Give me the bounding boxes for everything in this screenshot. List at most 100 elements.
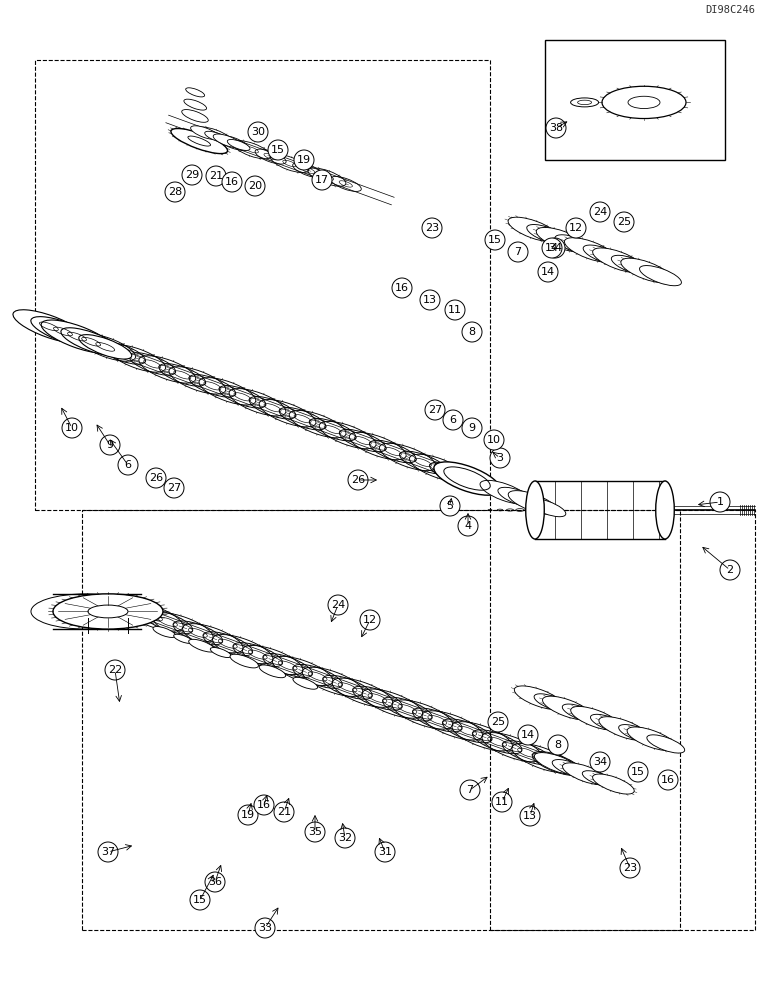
Text: 16: 16 bbox=[225, 177, 239, 187]
Circle shape bbox=[118, 455, 138, 475]
Circle shape bbox=[245, 176, 265, 196]
Text: 8: 8 bbox=[469, 327, 476, 337]
Ellipse shape bbox=[599, 717, 648, 740]
Circle shape bbox=[274, 802, 294, 822]
Circle shape bbox=[105, 660, 125, 680]
Ellipse shape bbox=[508, 491, 557, 514]
Text: 15: 15 bbox=[193, 895, 207, 905]
Circle shape bbox=[620, 858, 640, 878]
Circle shape bbox=[182, 165, 202, 185]
Circle shape bbox=[238, 805, 258, 825]
Text: 17: 17 bbox=[315, 175, 329, 185]
Ellipse shape bbox=[41, 320, 113, 353]
Ellipse shape bbox=[434, 462, 500, 495]
Text: 35: 35 bbox=[308, 827, 322, 837]
Circle shape bbox=[490, 448, 510, 468]
Circle shape bbox=[484, 430, 504, 450]
Circle shape bbox=[165, 182, 185, 202]
Text: 29: 29 bbox=[185, 170, 199, 180]
Text: 2: 2 bbox=[726, 565, 733, 575]
Ellipse shape bbox=[498, 487, 540, 507]
Ellipse shape bbox=[534, 694, 572, 712]
Circle shape bbox=[425, 400, 445, 420]
Text: 19: 19 bbox=[297, 155, 311, 165]
Text: 15: 15 bbox=[488, 235, 502, 245]
Circle shape bbox=[268, 140, 288, 160]
Ellipse shape bbox=[184, 99, 207, 110]
Ellipse shape bbox=[230, 654, 259, 668]
Text: 36: 36 bbox=[208, 877, 222, 887]
Text: 16: 16 bbox=[257, 800, 271, 810]
Ellipse shape bbox=[191, 126, 219, 139]
Text: 25: 25 bbox=[491, 717, 505, 727]
Text: 12: 12 bbox=[363, 615, 377, 625]
Circle shape bbox=[546, 118, 566, 138]
Circle shape bbox=[255, 918, 275, 938]
Ellipse shape bbox=[61, 328, 121, 356]
Ellipse shape bbox=[227, 139, 250, 150]
Circle shape bbox=[518, 725, 538, 745]
Circle shape bbox=[520, 806, 540, 826]
Text: 27: 27 bbox=[428, 405, 442, 415]
Text: 26: 26 bbox=[149, 473, 163, 483]
Text: 3: 3 bbox=[496, 453, 503, 463]
Text: 34: 34 bbox=[548, 243, 562, 253]
Ellipse shape bbox=[534, 753, 580, 774]
Circle shape bbox=[164, 478, 184, 498]
Ellipse shape bbox=[174, 634, 192, 643]
Text: 26: 26 bbox=[351, 475, 365, 485]
Ellipse shape bbox=[205, 131, 228, 142]
Ellipse shape bbox=[527, 225, 569, 245]
Ellipse shape bbox=[293, 677, 317, 689]
Ellipse shape bbox=[508, 217, 559, 242]
Text: 23: 23 bbox=[425, 223, 439, 233]
Ellipse shape bbox=[562, 704, 600, 722]
Text: 14: 14 bbox=[541, 267, 555, 277]
Ellipse shape bbox=[188, 639, 215, 652]
Text: 30: 30 bbox=[251, 127, 265, 137]
Text: DI98C246: DI98C246 bbox=[705, 5, 755, 15]
Ellipse shape bbox=[480, 480, 530, 504]
Text: 31: 31 bbox=[378, 847, 392, 857]
Text: 10: 10 bbox=[487, 435, 501, 445]
Ellipse shape bbox=[582, 771, 616, 787]
Text: 5: 5 bbox=[446, 501, 453, 511]
Ellipse shape bbox=[53, 594, 163, 629]
Text: 1: 1 bbox=[716, 497, 723, 507]
Text: 14: 14 bbox=[545, 243, 559, 253]
Ellipse shape bbox=[543, 696, 591, 720]
Ellipse shape bbox=[571, 706, 620, 730]
Ellipse shape bbox=[552, 760, 590, 778]
Ellipse shape bbox=[563, 763, 608, 785]
Ellipse shape bbox=[171, 129, 228, 154]
Text: 11: 11 bbox=[448, 305, 462, 315]
Text: 12: 12 bbox=[569, 223, 583, 233]
Text: 33: 33 bbox=[258, 923, 272, 933]
Circle shape bbox=[614, 212, 634, 232]
Text: 32: 32 bbox=[338, 833, 352, 843]
Ellipse shape bbox=[537, 227, 587, 252]
Circle shape bbox=[710, 492, 730, 512]
Ellipse shape bbox=[528, 498, 566, 517]
Bar bbox=[545, 40, 725, 160]
Text: 14: 14 bbox=[521, 730, 535, 740]
Text: 25: 25 bbox=[617, 217, 631, 227]
Ellipse shape bbox=[602, 86, 686, 119]
Circle shape bbox=[375, 842, 395, 862]
Text: 19: 19 bbox=[241, 810, 255, 820]
Circle shape bbox=[458, 516, 478, 536]
Text: 16: 16 bbox=[395, 283, 409, 293]
Ellipse shape bbox=[628, 96, 660, 109]
Circle shape bbox=[440, 496, 460, 516]
Text: 11: 11 bbox=[495, 797, 509, 807]
Ellipse shape bbox=[593, 774, 635, 794]
Circle shape bbox=[305, 822, 325, 842]
Text: 4: 4 bbox=[465, 521, 472, 531]
Ellipse shape bbox=[210, 647, 231, 658]
Circle shape bbox=[548, 735, 568, 755]
Circle shape bbox=[420, 290, 440, 310]
Ellipse shape bbox=[186, 88, 205, 97]
Ellipse shape bbox=[611, 255, 653, 275]
Ellipse shape bbox=[639, 266, 682, 286]
Circle shape bbox=[100, 435, 120, 455]
